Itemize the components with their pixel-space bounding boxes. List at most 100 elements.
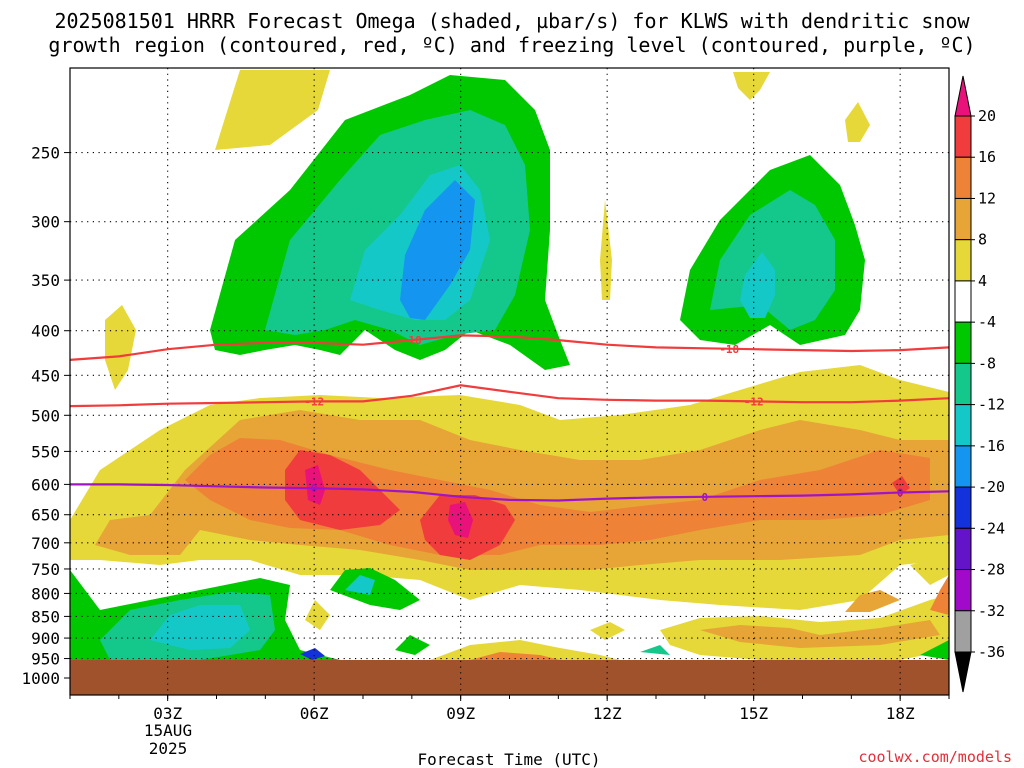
colorbar-label: -8 [978,354,996,372]
colorbar-top-triangle [954,75,972,117]
colorbar-box [954,404,972,447]
chart-title-line2: growth region (contoured, red, ºC) and f… [48,33,975,57]
contour-layer: -18 -18 -12 -12 0 0 0 [69,334,950,504]
colorbar-label: -20 [978,478,1005,496]
x-tick-label: 06Z [300,704,329,723]
omega-region [910,545,949,585]
y-tick-label: 900 [31,629,60,648]
y-tick-label: 750 [31,560,60,579]
contour-label: -18 [719,343,739,356]
omega-region [215,70,330,150]
colorbar-bottom-triangle [954,651,972,693]
y-axis: 250 300 350 400 450 500 550 600 650 700 750 800 850 9… [21,144,70,688]
colorbar-box [954,321,972,364]
colorbar-label: 8 [978,231,987,249]
omega-region [845,102,870,142]
credit-text: coolwx.com/models [858,748,1012,766]
colorbar-box [954,197,972,241]
colorbar-box [954,486,972,529]
omega-region [700,620,940,648]
y-tick-label: 350 [31,271,60,290]
colorbar-label: -12 [978,396,1005,414]
grid-layer [70,68,949,695]
omega-region [305,600,330,630]
colorbar-label: -24 [978,519,1005,537]
omega-shading [70,70,949,660]
colorbar: 20 16 12 8 4 -4 -8 -12 -16 -20 -24 -28 -32 -36 [954,75,1005,693]
contour-line [69,334,950,361]
contour-line [70,483,950,502]
colorbar-label: -32 [978,602,1005,620]
y-tick-label: 800 [31,584,60,603]
colorbar-box [954,280,972,323]
omega-region [105,305,136,390]
y-tick-label: 850 [31,607,60,626]
omega-region [448,502,473,538]
omega-region [395,635,430,655]
colorbar-label: -16 [978,437,1005,455]
omega-region [305,465,325,505]
contour-label: -12 [744,395,764,408]
omega-region [640,645,670,655]
colorbar-label: -36 [978,643,1005,661]
y-tick-label: 250 [31,144,60,163]
y-tick-label: 950 [31,650,60,669]
contour-label: 0 [702,491,709,504]
omega-region [430,640,620,660]
omega-region [920,640,949,660]
omega-region [892,476,910,495]
x-tick-label: 03Z [153,704,182,723]
colorbar-box [954,569,972,612]
omega-region [733,72,770,100]
omega-region [845,590,900,612]
omega-region [470,652,560,660]
contour-label: 0 [311,482,318,495]
omega-region [400,180,475,320]
omega-region [600,200,612,300]
y-tick-label: 700 [31,534,60,553]
y-tick-label: 650 [31,506,60,525]
x-axis: 03Z 06Z 09Z 12Z 15Z 18Z [69,695,950,723]
plot-frame [69,67,950,696]
ground-layer [70,660,949,695]
colorbar-label: -4 [978,313,996,331]
omega-region [930,575,949,615]
y-tick-label: 600 [31,475,60,494]
colorbar-box [954,239,972,282]
y-tick-label: 550 [31,442,60,461]
colorbar-box [954,527,972,571]
contour-label: -12 [304,395,324,408]
contour-label: -18 [402,334,422,347]
colorbar-label: 12 [978,189,996,207]
colorbar-box [954,362,972,406]
colorbar-box [954,156,972,199]
omega-region [345,575,375,595]
contour-line [69,384,950,408]
colorbar-label: -28 [978,561,1005,579]
y-tick-label: 300 [31,213,60,232]
colorbar-box [954,445,972,488]
x-axis-title: Forecast Time (UTC) [417,750,600,768]
omega-region [330,568,420,610]
date-label-year: 2025 [149,739,188,758]
x-tick-label: 18Z [886,704,915,723]
date-label-day: 15AUG [144,721,192,740]
omega-region [590,622,625,640]
x-tick-label: 09Z [446,704,475,723]
colorbar-box [954,115,972,158]
y-tick-label: 1000 [21,669,60,688]
colorbar-label: 20 [978,107,996,125]
omega-region [300,648,325,660]
x-tick-label: 15Z [739,704,768,723]
y-tick-label: 400 [31,322,60,341]
y-tick-label: 500 [31,406,60,425]
colorbar-box [954,610,972,653]
colorbar-label: 16 [978,148,996,166]
omega-region [740,252,775,318]
contour-label: 0 [897,487,904,500]
x-tick-label: 12Z [593,704,622,723]
y-tick-label: 450 [31,366,60,385]
colorbar-label: 4 [978,272,987,290]
chart-title-line1: 2025081501 HRRR Forecast Omega (shaded, … [54,9,970,33]
